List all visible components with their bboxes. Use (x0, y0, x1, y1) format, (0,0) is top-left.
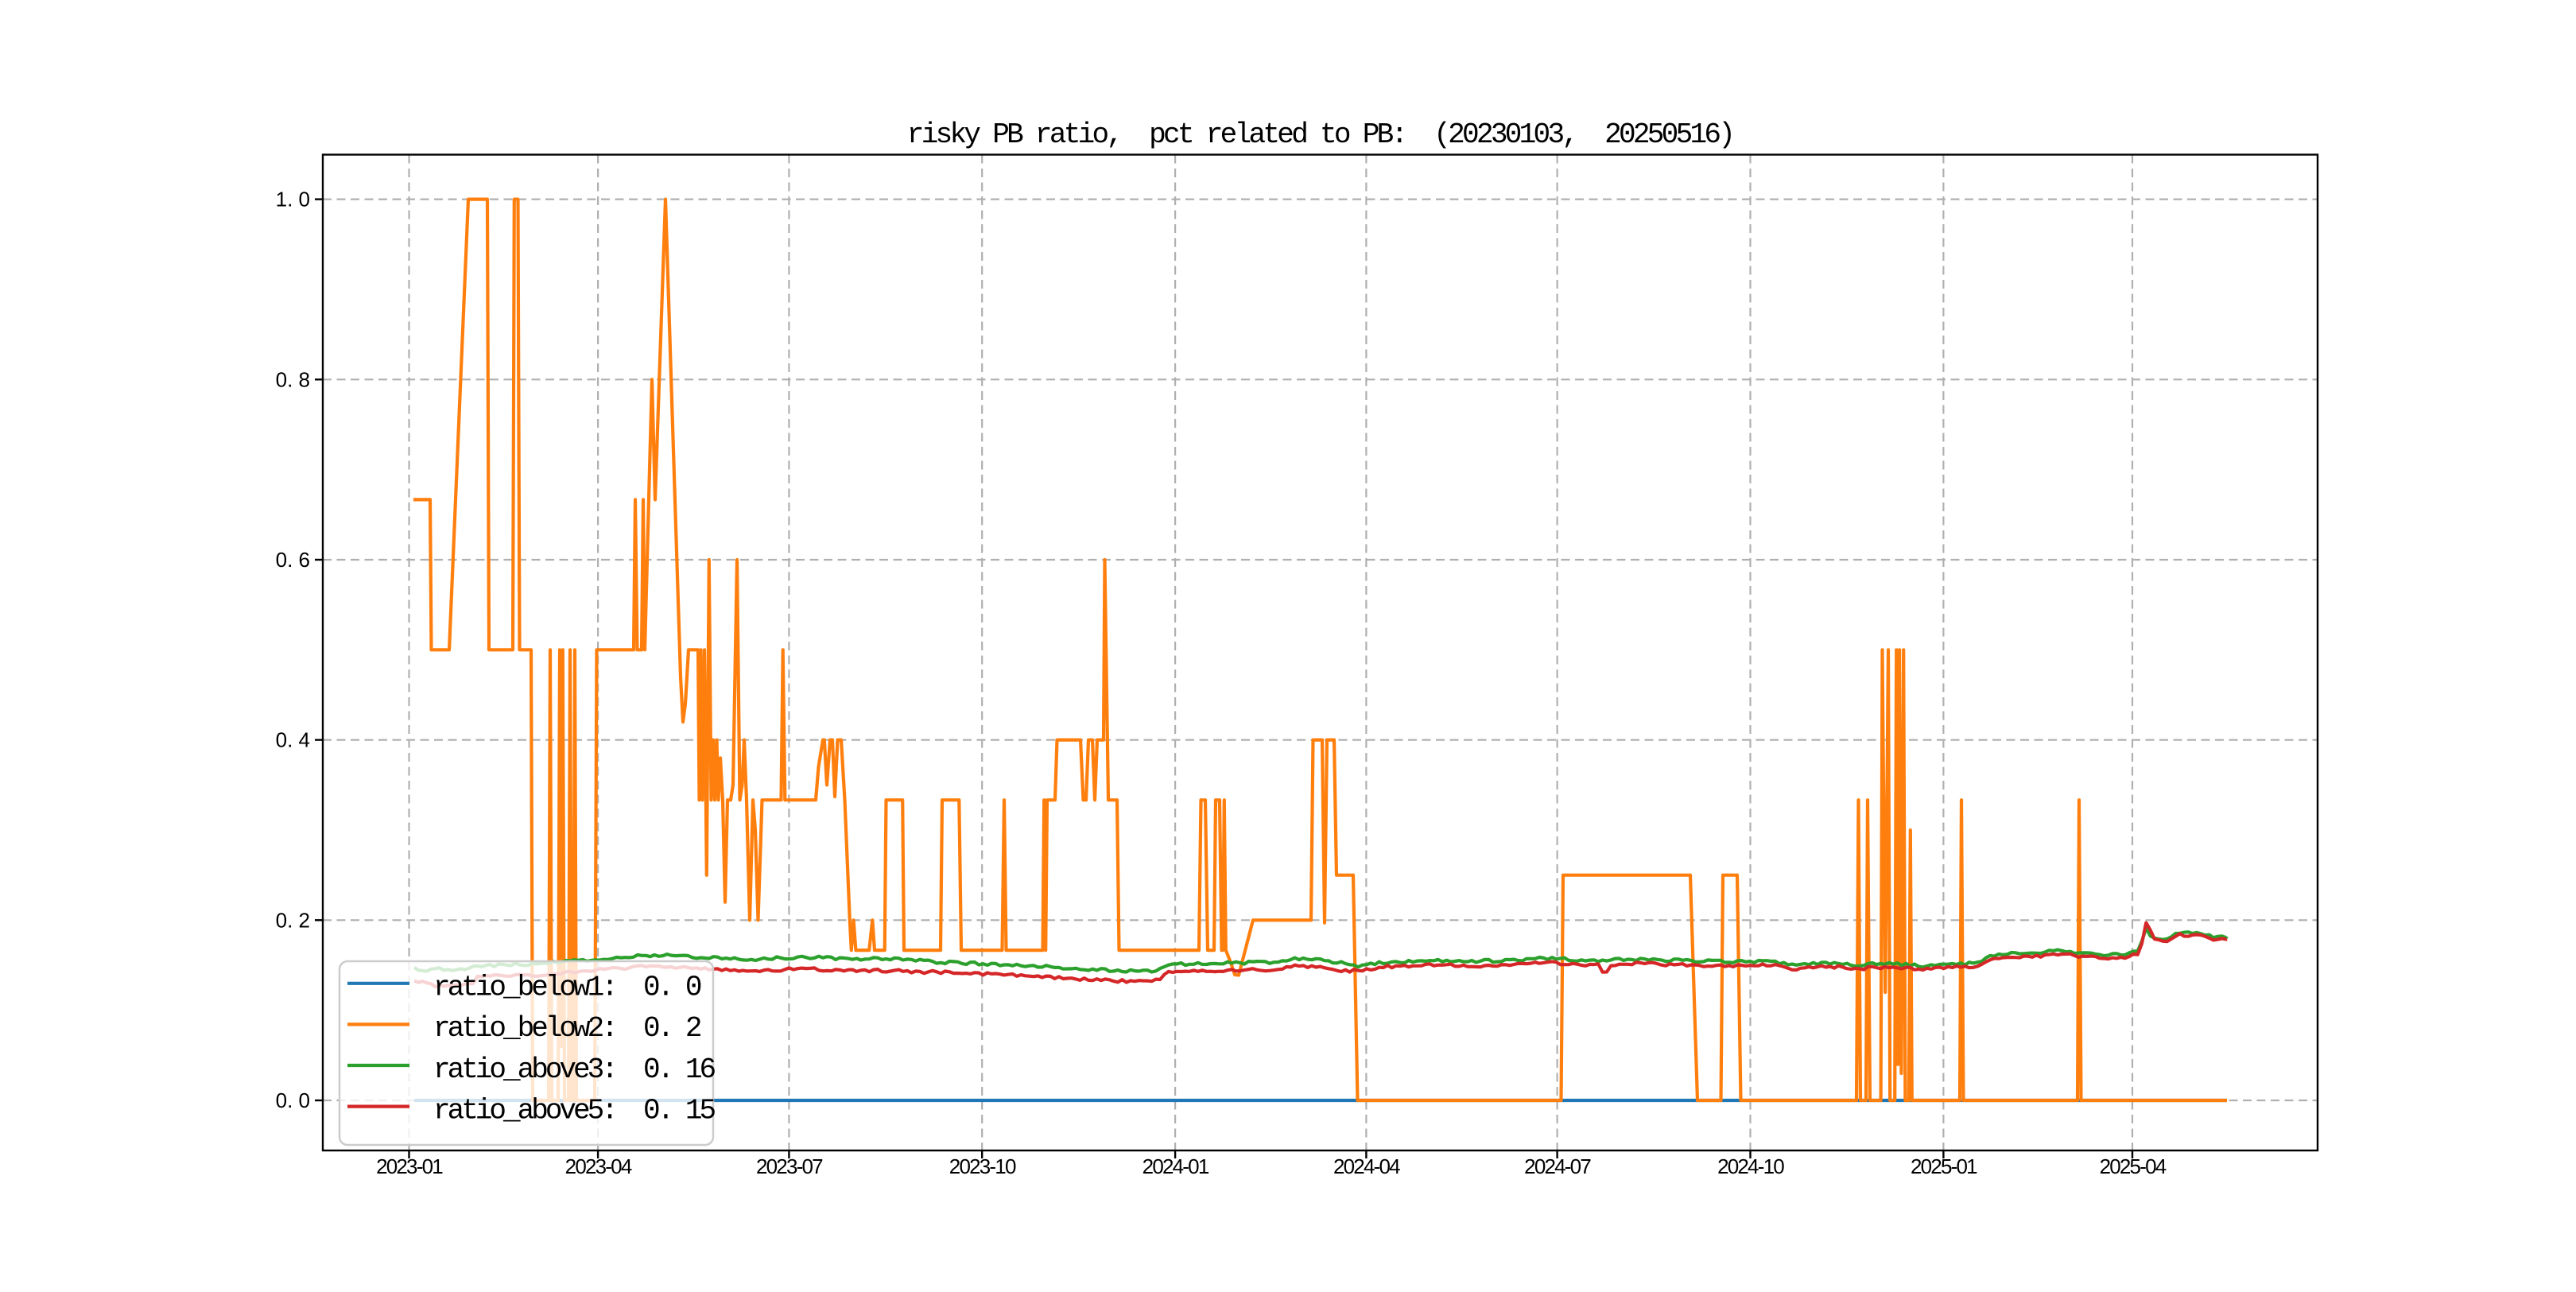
svg-text:0. 4: 0. 4 (276, 728, 310, 752)
svg-text:ratio_above5: 0. 15: ratio_above5: 0. 15 (433, 1094, 715, 1127)
svg-text:2023-04: 2023-04 (565, 1154, 632, 1178)
svg-text:0. 8: 0. 8 (276, 367, 310, 391)
svg-text:1. 0: 1. 0 (276, 188, 310, 211)
svg-text:2023-01: 2023-01 (376, 1154, 443, 1178)
svg-text:2023-10: 2023-10 (949, 1154, 1016, 1178)
svg-text:risky PB ratio, pct related t: risky PB ratio, pct related to PB: (2023… (907, 118, 1732, 151)
svg-text:ratio_above3: 0. 16: ratio_above3: 0. 16 (433, 1053, 715, 1086)
svg-text:2024-04: 2024-04 (1333, 1154, 1400, 1178)
svg-text:ratio_below2: 0. 2: ratio_below2: 0. 2 (433, 1012, 701, 1045)
svg-text:0. 2: 0. 2 (276, 908, 310, 932)
svg-text:0. 0: 0. 0 (276, 1088, 310, 1112)
svg-text:2023-07: 2023-07 (756, 1154, 823, 1178)
svg-text:2024-10: 2024-10 (1717, 1154, 1784, 1178)
svg-text:ratio_below1: 0. 0: ratio_below1: 0. 0 (433, 972, 701, 1004)
svg-text:2024-01: 2024-01 (1143, 1154, 1209, 1178)
svg-text:0. 6: 0. 6 (276, 548, 310, 572)
svg-text:2025-04: 2025-04 (2100, 1154, 2167, 1178)
svg-text:2025-01: 2025-01 (1911, 1154, 1977, 1178)
svg-text:2024-07: 2024-07 (1524, 1154, 1591, 1178)
